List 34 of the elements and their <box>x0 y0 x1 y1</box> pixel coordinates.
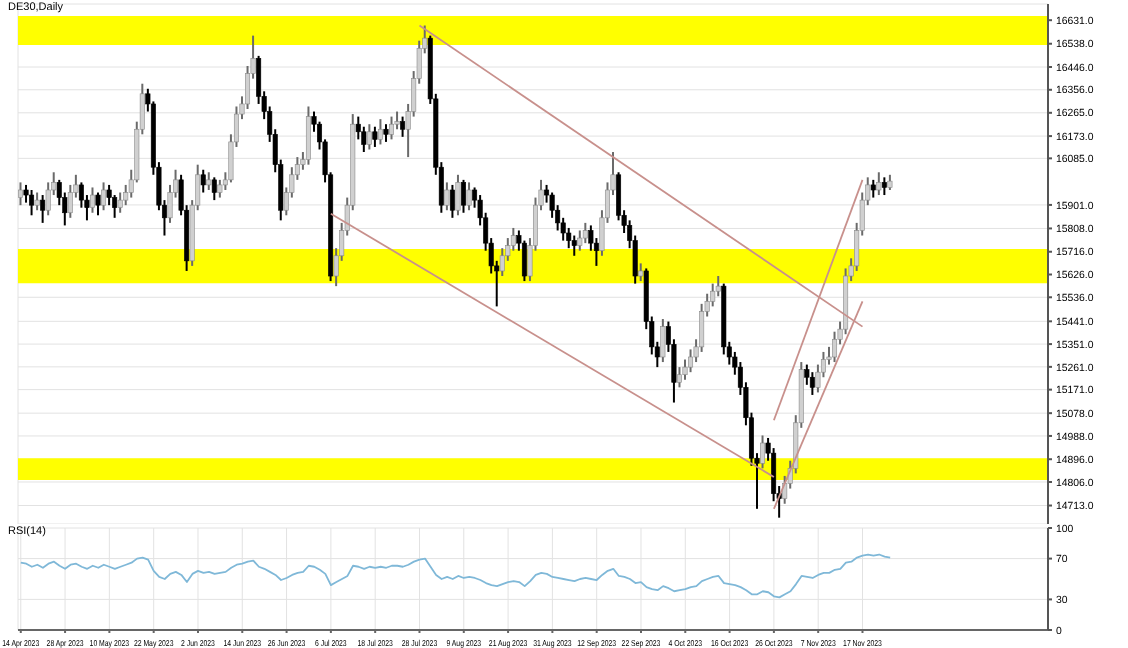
candlestick <box>18 181 23 207</box>
candlestick <box>461 178 466 214</box>
candlestick <box>577 229 583 252</box>
candlestick <box>571 234 577 257</box>
candlestick <box>200 168 206 194</box>
candlestick <box>29 188 35 217</box>
candlestick <box>566 226 572 250</box>
candlestick <box>89 186 95 214</box>
line-series <box>19 553 892 599</box>
candlestick <box>832 330 838 364</box>
candlestick <box>400 115 406 138</box>
candlestick <box>466 181 472 212</box>
candlestick <box>361 125 367 154</box>
candlestick <box>444 181 450 212</box>
candlestick <box>760 434 766 470</box>
candlestick <box>389 115 395 141</box>
candlestick <box>95 191 101 217</box>
candlestick <box>366 123 372 151</box>
candlestick <box>582 221 588 245</box>
candlestick <box>809 371 815 396</box>
candlestick <box>876 171 882 197</box>
candlestick <box>117 191 123 214</box>
candlestick <box>101 181 107 212</box>
candlestick <box>377 118 383 146</box>
candlestick <box>67 183 73 219</box>
candlestick <box>372 125 378 148</box>
candlestick <box>715 275 721 298</box>
candlestick <box>660 318 666 364</box>
candlestick <box>305 105 311 166</box>
candlestick <box>449 183 455 219</box>
candlestick <box>211 176 217 202</box>
candlestick <box>455 173 461 217</box>
candlestick <box>40 194 46 224</box>
candlestick <box>676 366 682 389</box>
